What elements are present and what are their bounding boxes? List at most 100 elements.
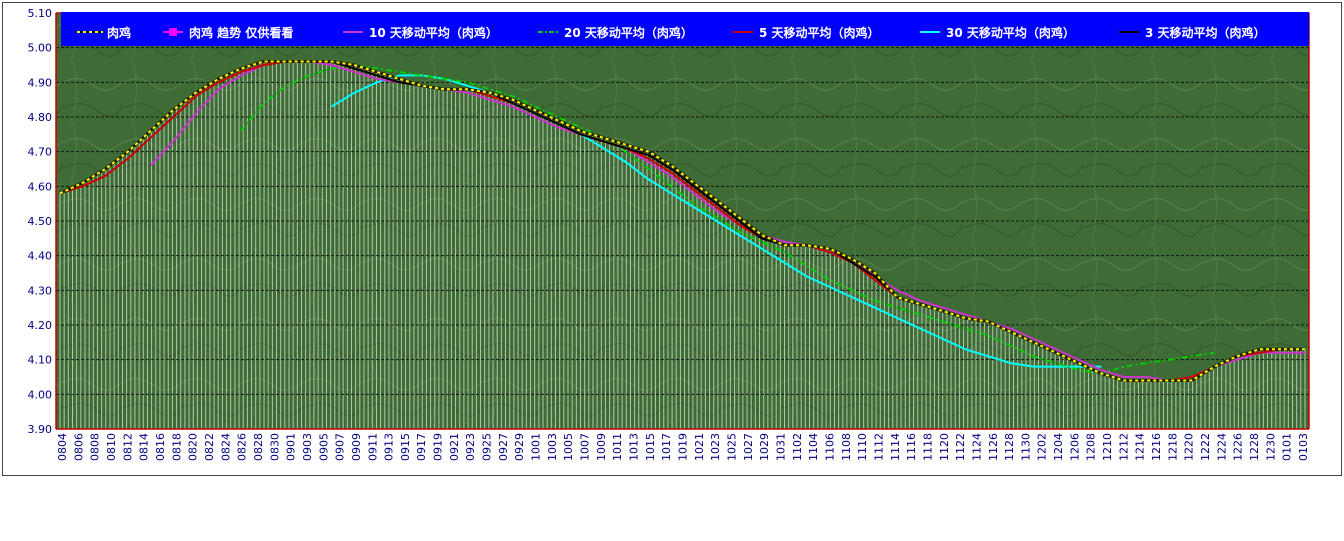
x-tick-label: 0806 (72, 433, 85, 461)
legend: 肉鸡 肉鸡 趋势 仅供看看 10 天移动平均（肉鸡） 20 天移动平均（肉鸡） 5 天移… (61, 12, 1309, 46)
x-tick-label: 1120 (938, 433, 951, 461)
x-tick-label: 1220 (1183, 433, 1196, 461)
x-tick-label: 1112 (872, 433, 885, 461)
x-tick-label: 1029 (758, 433, 771, 461)
x-tick-label: 1106 (824, 433, 837, 461)
y-tick-label: 5.00 (28, 42, 53, 55)
y-tick-label: 5.10 (28, 7, 53, 20)
x-tick-label: 0901 (285, 433, 298, 461)
y-tick-label: 4.60 (28, 180, 53, 193)
x-tick-label: 0915 (399, 433, 412, 461)
y-tick-label: 4.50 (28, 215, 53, 228)
series-line-5 (331, 74, 1102, 368)
x-tick-label: 0826 (236, 433, 249, 461)
x-tick-label: 1110 (856, 433, 869, 461)
x-tick-label: 1003 (546, 433, 559, 461)
x-tick-label: 0830 (268, 433, 281, 461)
x-tick-label: 1214 (1134, 433, 1147, 461)
x-tick-label: 1005 (562, 433, 575, 461)
x-tick-label: 1102 (791, 433, 804, 461)
y-tick-label: 4.00 (28, 388, 53, 401)
x-tick-label: 1210 (1101, 433, 1114, 461)
x-tick-label: 1001 (530, 433, 543, 461)
legend-label: 肉鸡 (107, 25, 131, 40)
series-line-3 (240, 63, 1215, 375)
x-tick-labels: 0804 0806 0808 0810 0812 0814 0816 0818 0820 0822… (56, 433, 1310, 461)
x-tick-label: 1222 (1199, 433, 1212, 461)
series-line-2 (149, 60, 1305, 382)
x-tick-label: 1118 (921, 433, 934, 461)
legend-label: 30 天移动平均（肉鸡） (946, 25, 1075, 40)
x-tick-label: 0808 (89, 433, 102, 461)
series-line-chicken (59, 60, 1305, 382)
x-tick-label: 1230 (1264, 433, 1277, 461)
x-tick-label: 1208 (1085, 433, 1098, 461)
x-tick-label: 0911 (366, 433, 379, 461)
y-tick-label: 4.90 (28, 76, 53, 89)
x-tick-label: 1202 (1036, 433, 1049, 461)
x-tick-label: 0820 (187, 433, 200, 461)
x-tick-label: 0909 (350, 433, 363, 461)
y-tick-label: 4.40 (28, 250, 53, 263)
legend-label: 20 天移动平均（肉鸡） (564, 25, 693, 40)
x-tick-label: 1017 (660, 433, 673, 461)
x-tick-label: 0818 (170, 433, 183, 461)
y-tick-label: 4.80 (28, 111, 53, 124)
x-tick-label: 1007 (579, 433, 592, 461)
x-tick-label: 0929 (513, 433, 526, 461)
x-tick-label: 1226 (1232, 433, 1245, 461)
y-tick-label: 4.70 (28, 146, 53, 159)
x-tick-label: 1126 (987, 433, 1000, 461)
x-tick-label: 0907 (334, 433, 347, 461)
x-tick-label: 0905 (317, 433, 330, 461)
x-tick-label: 0917 (415, 433, 428, 461)
x-tick-label: 0824 (219, 433, 232, 461)
y-tick-label: 4.10 (28, 354, 53, 367)
x-tick-label: 1122 (954, 433, 967, 461)
legend-label: 5 天移动平均（肉鸡） (759, 25, 880, 40)
y-tick-label: 4.20 (28, 319, 53, 332)
x-tick-label: 1204 (1052, 433, 1065, 461)
x-tick-label: 1224 (1215, 433, 1228, 461)
x-tick-label: 0903 (301, 433, 314, 461)
x-tick-label: 0913 (383, 433, 396, 461)
x-tick-label: 0103 (1297, 433, 1310, 461)
x-tick-label: 1013 (628, 433, 641, 461)
x-tick-label: 1128 (1003, 433, 1016, 461)
x-tick-label: 0925 (481, 433, 494, 461)
x-tick-label: 0812 (121, 433, 134, 461)
x-tick-label: 1108 (840, 433, 853, 461)
legend-label: 肉鸡 趋势 仅供看看 (189, 25, 293, 40)
x-tick-label: 1019 (677, 433, 690, 461)
x-tick-label: 0814 (138, 433, 151, 461)
legend-marker (169, 28, 177, 36)
grid-lines (56, 47, 1309, 395)
y-tick-label: 4.30 (28, 284, 53, 297)
price-bars (59, 61, 1306, 429)
x-tick-label: 0810 (105, 433, 118, 461)
series-lines (59, 60, 1305, 382)
x-tick-label: 1015 (644, 433, 657, 461)
x-tick-label: 1212 (1117, 433, 1130, 461)
y-tick-label: 3.90 (28, 423, 53, 436)
x-tick-label: 0927 (497, 433, 510, 461)
x-tick-label: 0921 (448, 433, 461, 461)
x-tick-label: 0919 (432, 433, 445, 461)
line-chart: 3.90 4.00 4.10 4.20 4.30 4.40 4.50 4.60 4.70 4.80… (28, 7, 1311, 461)
x-tick-label: 0822 (203, 433, 216, 461)
x-tick-label: 1228 (1248, 433, 1261, 461)
x-tick-label: 0923 (464, 433, 477, 461)
legend-label: 3 天移动平均（肉鸡） (1145, 25, 1266, 40)
x-tick-label: 0804 (56, 433, 69, 461)
legend-box (61, 12, 1309, 46)
x-tick-label: 1130 (1019, 433, 1032, 461)
x-tick-label: 1104 (807, 433, 820, 461)
x-tick-label: 1011 (611, 433, 624, 461)
x-tick-label: 1009 (595, 433, 608, 461)
y-tick-labels: 3.90 4.00 4.10 4.20 4.30 4.40 4.50 4.60 4.70 4.80… (28, 7, 53, 436)
x-tick-label: 0816 (154, 433, 167, 461)
x-tick-label: 1025 (726, 433, 739, 461)
x-tick-label: 1206 (1068, 433, 1081, 461)
x-tick-label: 1031 (775, 433, 788, 461)
legend-label: 10 天移动平均（肉鸡） (369, 25, 498, 40)
